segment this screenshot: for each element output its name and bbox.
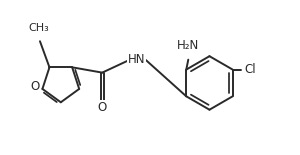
Text: HN: HN	[128, 53, 145, 66]
Text: Cl: Cl	[245, 63, 256, 76]
Text: H₂N: H₂N	[177, 39, 200, 52]
Text: O: O	[31, 80, 40, 93]
Text: O: O	[98, 101, 107, 114]
Text: CH₃: CH₃	[28, 23, 49, 33]
